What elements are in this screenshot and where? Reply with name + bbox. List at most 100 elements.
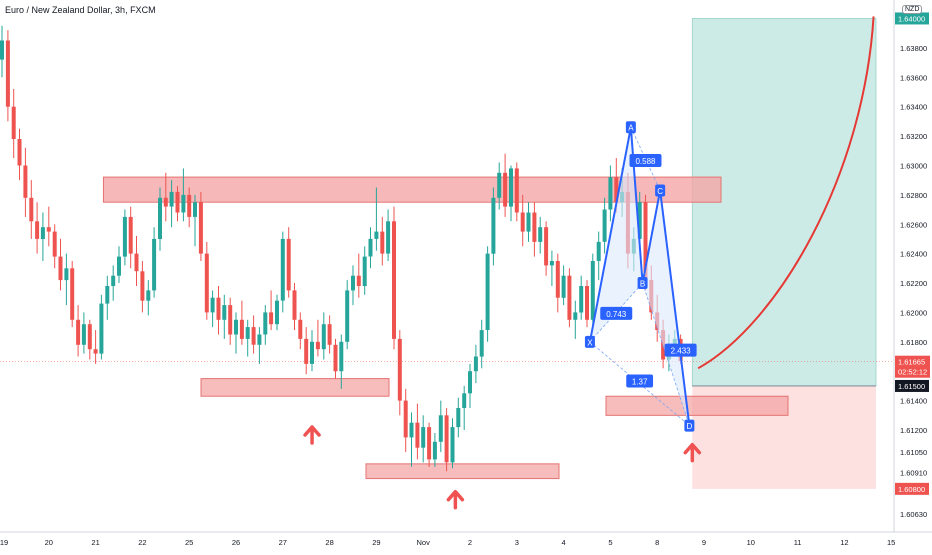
xab-triangle — [589, 127, 643, 342]
candle-body — [579, 286, 584, 313]
pattern-point-c: C — [655, 184, 666, 197]
price-tick: 1.61800 — [900, 338, 927, 347]
price-tick: 1.62600 — [900, 220, 927, 229]
candle-body — [269, 312, 274, 325]
time-axis: 19 20 21 22 25 26 27 28 29 Nov 2 3 4 5 8 9 10 11 12 15 — [0, 531, 932, 550]
pattern-point-label: X — [587, 338, 593, 347]
candle-body — [555, 261, 560, 298]
time-tick: 21 — [91, 538, 99, 547]
candle-body — [315, 341, 320, 350]
candle-body — [70, 268, 75, 320]
time-tick: 20 — [45, 538, 53, 547]
ratio-label: 0.743 — [600, 306, 633, 320]
candle-body — [117, 256, 121, 276]
pattern-point-a: A — [625, 121, 636, 134]
candle-body — [438, 415, 443, 442]
candle-body — [362, 256, 367, 286]
candle-body — [99, 303, 104, 354]
price-tick: 1.63600 — [900, 73, 927, 82]
candle-body — [321, 324, 326, 350]
candle-body — [561, 275, 566, 298]
candle-body — [397, 338, 402, 401]
candle-body — [11, 106, 16, 139]
price-tick: 1.61400 — [900, 397, 927, 406]
ratio-label: 1.37 — [626, 374, 654, 388]
candle-body — [567, 275, 572, 320]
candle-body — [643, 202, 648, 281]
time-tick: 4 — [562, 538, 566, 547]
countdown-text: 02:52:12 — [898, 368, 927, 377]
candle-body — [216, 297, 221, 320]
candle-body — [204, 253, 209, 313]
candle-body — [58, 256, 63, 281]
pattern-point-label: C — [657, 187, 663, 196]
support-zone — [605, 395, 789, 416]
ratio-label: 0.588 — [629, 154, 662, 168]
candle-body — [292, 290, 297, 320]
candle-body — [532, 212, 537, 242]
candle-body — [5, 40, 10, 107]
currency-badge[interactable]: NZD — [902, 5, 923, 14]
candle-body — [245, 327, 250, 339]
candle-body — [187, 194, 192, 217]
candle-body — [356, 275, 361, 286]
price-tick: 1.63000 — [900, 161, 927, 170]
candle-body — [239, 319, 244, 339]
ratio-value: 2.433 — [671, 347, 692, 356]
candle-body — [333, 344, 338, 372]
candle-body — [509, 168, 513, 207]
time-tick: 29 — [372, 538, 380, 547]
candle-body — [462, 393, 467, 408]
candle-body — [327, 324, 332, 345]
ratio-value: 0.588 — [635, 157, 656, 166]
target-price-tag: 1.64000 — [895, 12, 929, 25]
candle-body — [368, 238, 373, 257]
candle-body — [169, 191, 174, 207]
support-zone — [200, 378, 390, 397]
candle-body — [421, 427, 426, 448]
up-arrow-icon — [303, 425, 321, 445]
up-arrow-icon — [683, 442, 702, 463]
candle-body — [298, 319, 303, 339]
candle-body — [111, 275, 116, 286]
candle-body — [444, 415, 449, 463]
candle-body — [93, 349, 98, 354]
candle-body — [432, 441, 437, 460]
target-price-tag-text: 1.64000 — [898, 14, 925, 23]
time-tick: 2 — [468, 538, 472, 547]
candle-body — [538, 227, 543, 242]
time-tick: 10 — [747, 538, 755, 547]
projection-curve — [697, 16, 875, 370]
candle-body — [479, 330, 484, 357]
price-tick: 1.62200 — [900, 279, 927, 288]
candle-body — [520, 212, 525, 232]
candles — [0, 25, 683, 472]
candle-body — [105, 286, 110, 304]
price-tick: 1.60910 — [900, 469, 927, 478]
candle-body — [251, 327, 256, 345]
candle-body — [497, 172, 502, 198]
candle-body — [409, 422, 414, 438]
harmonic-ratio-line — [630, 127, 661, 191]
candle-body — [128, 216, 133, 254]
candle-body — [608, 177, 613, 210]
candle-body — [181, 194, 186, 213]
candle-body — [52, 231, 57, 257]
candle-body — [473, 356, 478, 372]
candle-body — [602, 209, 607, 242]
time-tick: 11 — [794, 538, 802, 547]
candle-body — [514, 168, 519, 213]
time-tick: Nov — [417, 538, 431, 547]
candle-body — [175, 191, 180, 213]
candle-body — [0, 40, 4, 60]
last-price-text: 1.61665 — [898, 358, 925, 367]
price-tick: 1.62800 — [900, 191, 927, 200]
candle-body — [122, 216, 127, 257]
candle-body — [76, 319, 81, 345]
time-tick: 28 — [325, 538, 333, 547]
candle-body — [280, 238, 285, 301]
candle-body — [23, 165, 28, 198]
